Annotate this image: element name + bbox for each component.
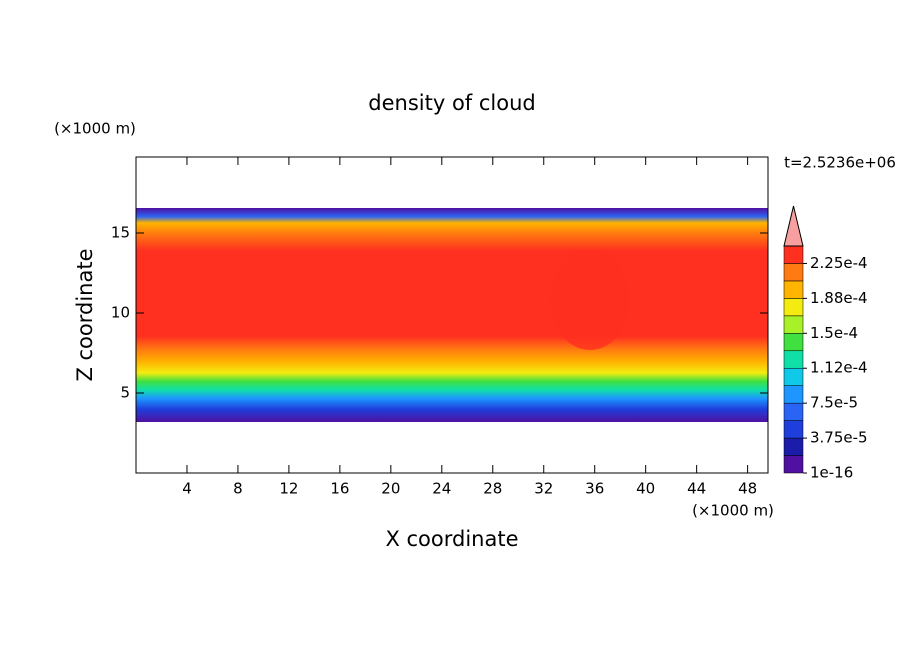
x-axis-label: X coordinate — [385, 527, 518, 551]
colorbar-tick-label: 2.25e-4 — [810, 254, 868, 272]
x-tick-label: 16 — [330, 480, 349, 498]
colorbar-band — [783, 455, 804, 474]
colorbar-tick-label: 7.5e-5 — [810, 394, 858, 412]
colorbar-band — [783, 420, 804, 439]
x-tick-label: 40 — [636, 480, 655, 498]
x-tick-label: 20 — [381, 480, 400, 498]
chart-title: density of cloud — [368, 91, 535, 115]
x-tick-label: 12 — [279, 480, 298, 498]
colorbar-band — [783, 350, 804, 369]
x-tick-label: 8 — [233, 480, 243, 498]
colorbar-tick-label: 1.12e-4 — [810, 359, 868, 377]
plot-frame — [135, 156, 769, 474]
colorbar-band — [783, 385, 804, 404]
y-unit: (×1000 m) — [54, 120, 136, 138]
x-tick-label: 24 — [432, 480, 451, 498]
colorbar-band — [783, 437, 804, 456]
colorbar-tick-label: 1e-16 — [810, 464, 853, 482]
x-tick-label: 28 — [483, 480, 502, 498]
colorbar-band — [783, 333, 804, 352]
x-tick-label: 44 — [687, 480, 706, 498]
x-tick-label: 32 — [534, 480, 553, 498]
x-tick-label: 48 — [738, 480, 757, 498]
cloud-field — [550, 250, 630, 350]
time-label: t=2.5236e+06 — [784, 154, 896, 172]
x-tick-label: 4 — [182, 480, 192, 498]
y-tick-label: 10 — [111, 304, 130, 322]
x-tick-label: 36 — [585, 480, 604, 498]
colorbar-band — [783, 367, 804, 386]
y-tick-label: 5 — [120, 384, 130, 402]
colorbar-tick-label: 3.75e-5 — [810, 429, 868, 447]
colorbar-extension — [783, 205, 804, 247]
x-unit: (×1000 m) — [692, 502, 774, 520]
colorbar-band — [783, 245, 804, 264]
colorbar-band — [783, 263, 804, 282]
colorbar-band — [783, 298, 804, 317]
colorbar-tick-label: 1.5e-4 — [810, 324, 858, 342]
colorbar-tick-label: 1.88e-4 — [810, 289, 868, 307]
colorbar-band — [783, 402, 804, 421]
colorbar-band — [783, 280, 804, 299]
cloud-field — [136, 208, 768, 422]
y-axis-label: Z coordinate — [73, 248, 97, 381]
colorbar-band — [783, 315, 804, 334]
y-tick-label: 15 — [111, 224, 130, 242]
